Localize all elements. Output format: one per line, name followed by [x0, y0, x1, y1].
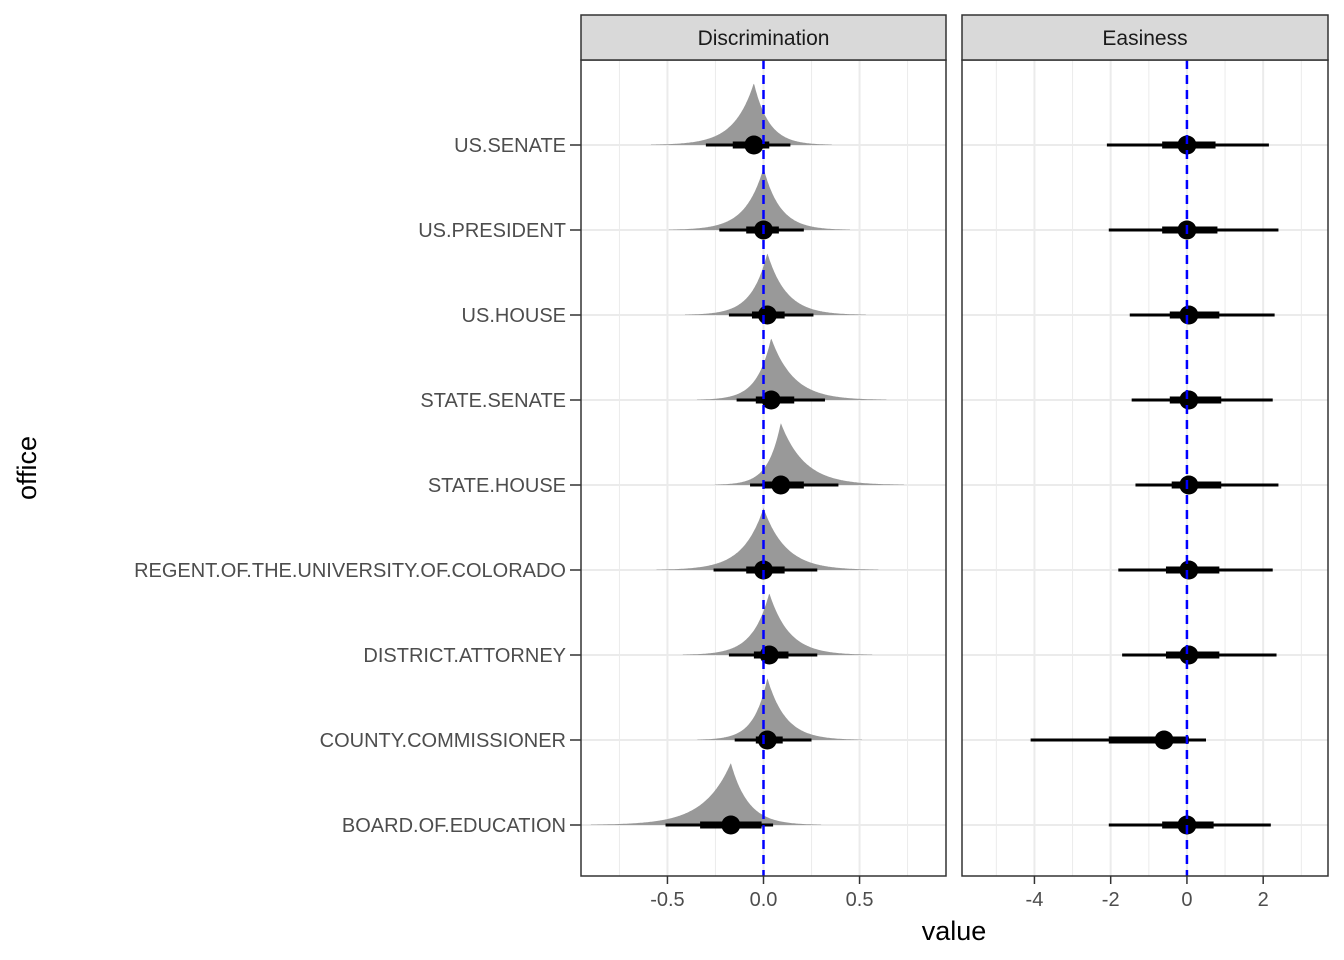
density-district-attorney — [682, 593, 873, 655]
median-point-us-senate — [1177, 135, 1197, 155]
median-point-state-senate — [1179, 390, 1199, 410]
density-board-of-education — [590, 763, 822, 825]
facet-strip — [580, 14, 947, 61]
density-us-house — [685, 253, 867, 315]
category-label-board-of-education: BOARD.OF.EDUCATION — [342, 815, 566, 837]
density-state-house — [714, 423, 905, 485]
category-label-us-president: US.PRESIDENT — [418, 220, 566, 242]
median-point-us-house — [757, 305, 777, 325]
x-tick-label: -0.5 — [650, 889, 684, 911]
density-us-senate — [651, 83, 833, 145]
median-point-us-senate — [744, 135, 764, 155]
median-point-board-of-education — [721, 815, 741, 835]
x-axis-title: value — [922, 916, 987, 946]
category-labels: US.SENATE US.PRESIDENT US.HOUSE STATE.SENAT… — [134, 135, 581, 837]
median-point-us-house — [1179, 305, 1199, 325]
x-tick-label: 0 — [1181, 889, 1192, 911]
median-point-state-senate — [761, 390, 781, 410]
category-label-district-attorney: DISTRICT.ATTORNEY — [363, 645, 566, 667]
category-label-us-senate: US.SENATE — [454, 135, 566, 157]
density-state-senate — [697, 338, 887, 400]
density-regent-of-the-university-of-colorado — [656, 508, 879, 570]
category-label-state-house: STATE.HOUSE — [428, 475, 566, 497]
facet-title: Easiness — [1102, 27, 1187, 50]
y-axis-title: office — [12, 436, 42, 500]
median-point-county-commissioner — [1154, 730, 1174, 750]
median-point-regent-of-the-university-of-colorado — [1179, 560, 1199, 580]
x-tick-label: -4 — [1026, 889, 1044, 911]
median-point-county-commissioner — [757, 730, 777, 750]
median-point-district-attorney — [1179, 645, 1199, 665]
density-us-president — [668, 168, 850, 230]
category-label-state-senate: STATE.SENATE — [420, 390, 566, 412]
facet-panel-easiness: Easiness -4 -2 0 2 — [961, 14, 1329, 911]
panel-border — [961, 59, 1329, 877]
facet-panels: Discrimination -0.5 0.0 0.5 Easiness -4 -2 0 2 — [580, 14, 1329, 911]
facet-title: Discrimination — [698, 27, 830, 50]
x-tick-label: 2 — [1258, 889, 1269, 911]
facet-strip — [961, 14, 1329, 61]
category-label-us-house: US.HOUSE — [462, 305, 566, 327]
density-county-commissioner — [697, 678, 862, 740]
x-tick-label: 0.5 — [846, 889, 874, 911]
category-label-county-commissioner: COUNTY.COMMISSIONER — [320, 730, 566, 752]
x-tick-label: 0.0 — [750, 889, 778, 911]
category-label-regent-of-the-university-of-colorado: REGENT.OF.THE.UNIVERSITY.OF.COLORADO — [134, 560, 566, 582]
facet-panel-discrimination: Discrimination -0.5 0.0 0.5 — [580, 14, 947, 911]
median-point-state-house — [771, 475, 791, 495]
median-point-state-house — [1179, 475, 1199, 495]
x-tick-label: -2 — [1102, 889, 1120, 911]
